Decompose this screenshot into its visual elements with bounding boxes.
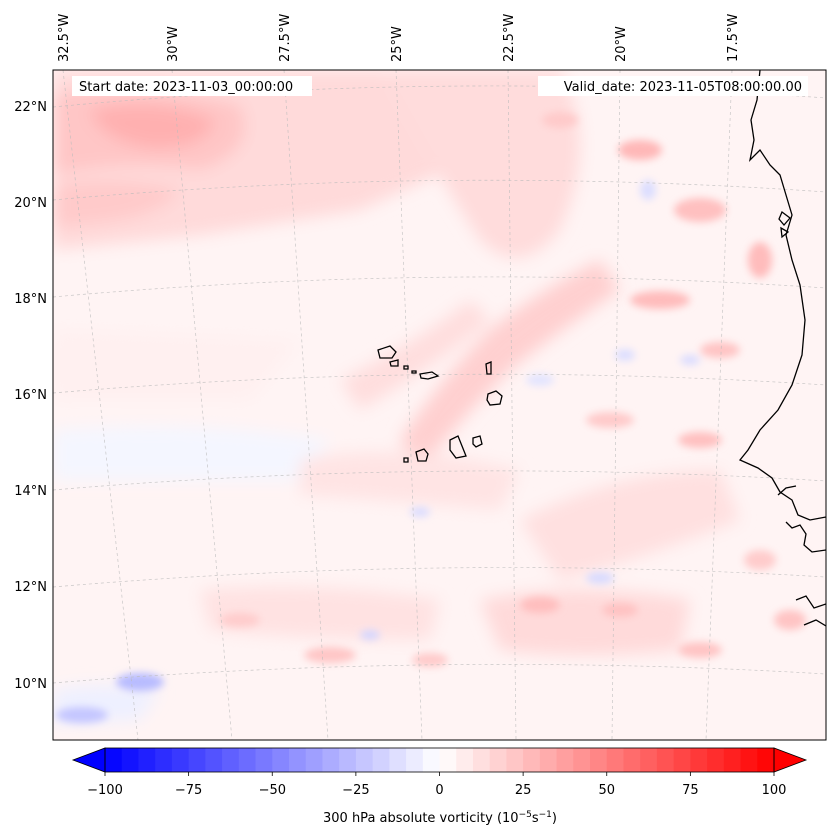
colorbar-tick-label: −100 <box>87 783 123 798</box>
colorbar-segment <box>489 748 507 772</box>
colorbar-segment <box>138 748 156 772</box>
colorbar-segment <box>272 748 290 772</box>
colorbar-segment <box>656 748 675 772</box>
lon-label: 22.5°W <box>502 14 517 62</box>
lon-label: 20°W <box>614 26 629 62</box>
colorbar-segment <box>623 748 641 772</box>
colorbar-segment <box>439 748 457 772</box>
lat-label: 14°N <box>14 484 47 499</box>
longitude-labels: 32.5°W 30°W 27.5°W 25°W 22.5°W 20°W 17.5… <box>57 14 741 62</box>
lat-label: 10°N <box>14 677 47 692</box>
colorbar-segment <box>556 748 574 772</box>
west-africa-coastline <box>738 70 826 521</box>
colorbar-segment <box>121 748 139 772</box>
colorbar-label: 300 hPa absolute vorticity (10−5s−1) <box>323 810 557 826</box>
colorbar-segment <box>171 748 190 772</box>
colorbar-segment <box>606 748 624 772</box>
lat-label: 12°N <box>14 580 47 595</box>
colorbar: −100 −75 −50 −25 0 25 50 75 100 300 hPa … <box>71 747 808 826</box>
colorbar-segment <box>406 748 424 772</box>
colorbar-segment <box>238 748 257 772</box>
colorbar-tick-label: −50 <box>259 783 286 798</box>
lon-label: 25°W <box>390 26 405 62</box>
colorbar-segment <box>188 748 206 772</box>
colorbar-tick-label: 100 <box>762 783 787 798</box>
map-frame <box>52 69 827 741</box>
coastlines <box>377 70 826 627</box>
colorbar-segment <box>322 748 340 772</box>
lat-label: 22°N <box>14 100 47 115</box>
colorbar-segment <box>573 748 591 772</box>
lat-label: 20°N <box>14 196 47 211</box>
lat-label: 18°N <box>14 292 47 307</box>
colorbar-segment <box>389 748 407 772</box>
gridlines <box>53 70 826 740</box>
map-panel <box>53 70 826 740</box>
colorbar-segment <box>539 748 558 772</box>
cape-verde-islands <box>377 345 397 359</box>
colorbar-segment <box>673 748 691 772</box>
colorbar-tick-label: 50 <box>599 783 616 798</box>
colorbar-segment <box>590 748 608 772</box>
colorbar-segment <box>255 748 273 772</box>
colorbar-segment <box>472 748 491 772</box>
start-date-box: Start date: 2023-11-03_00:00:00 <box>72 76 312 96</box>
colorbar-segments <box>105 748 775 772</box>
colorbar-segment <box>155 748 173 772</box>
colorbar-segment <box>339 748 357 772</box>
lon-label: 27.5°W <box>278 14 293 62</box>
colorbar-segment <box>222 748 240 772</box>
colorbar-extend-max <box>773 747 808 773</box>
colorbar-segment <box>372 748 390 772</box>
valid-date-box: Valid_date: 2023-11-05T08:00:00.00 <box>538 76 808 96</box>
start-date-text: Start date: 2023-11-03_00:00:00 <box>79 80 293 95</box>
colorbar-segment <box>523 748 541 772</box>
colorbar-segment <box>456 748 474 772</box>
colorbar-segment <box>422 748 441 772</box>
colorbar-segment <box>105 748 123 772</box>
lon-label: 30°W <box>166 26 181 62</box>
colorbar-segment <box>723 748 742 772</box>
lat-label: 16°N <box>14 388 47 403</box>
colorbar-tick-label: −25 <box>342 783 369 798</box>
colorbar-segment <box>506 748 524 772</box>
colorbar-segment <box>305 748 323 772</box>
lon-label: 17.5°W <box>726 14 741 62</box>
vorticity-field <box>53 70 806 725</box>
colorbar-ticks <box>104 772 775 776</box>
colorbar-segment <box>355 748 374 772</box>
latitude-labels: 22°N 20°N 18°N 16°N 14°N 12°N 10°N <box>14 100 47 692</box>
colorbar-segment <box>640 748 658 772</box>
colorbar-segment <box>757 748 775 772</box>
colorbar-tick-label: −75 <box>175 783 202 798</box>
colorbar-tick-label: 75 <box>682 783 699 798</box>
colorbar-segment <box>205 748 223 772</box>
valid-date-text: Valid_date: 2023-11-05T08:00:00.00 <box>564 80 802 95</box>
colorbar-extend-min <box>71 747 106 773</box>
colorbar-tick-label: 0 <box>435 783 443 798</box>
colorbar-segment <box>288 748 307 772</box>
colorbar-segment <box>740 748 758 772</box>
lon-label: 32.5°W <box>57 14 72 62</box>
colorbar-segment <box>690 748 708 772</box>
colorbar-tick-label: 25 <box>515 783 532 798</box>
colorbar-segment <box>707 748 725 772</box>
